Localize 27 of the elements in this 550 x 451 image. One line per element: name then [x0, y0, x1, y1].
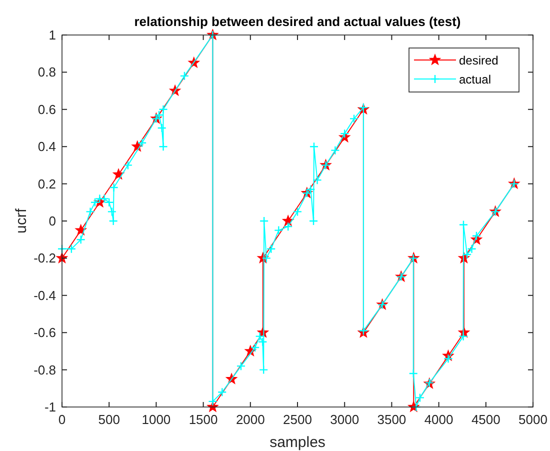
y-tick-label: -0.2 [34, 250, 56, 266]
y-tick-label: -0.6 [34, 325, 56, 340]
x-tick-label: 3000 [330, 412, 360, 427]
x-tick-label: 1000 [142, 412, 171, 427]
x-axis-title: samples [270, 434, 326, 451]
x-tick-label: 4500 [471, 412, 500, 427]
x-tick-label: 5000 [518, 412, 548, 427]
x-tick-label: 2000 [236, 412, 265, 427]
legend-label: actual [459, 72, 492, 86]
y-tick-label: 0.2 [38, 176, 56, 192]
x-tick-label: 4000 [424, 412, 454, 427]
x-tick-label: 0 [58, 412, 66, 427]
y-tick-label: -0.4 [34, 288, 56, 303]
y-tick-label: -0.8 [34, 362, 56, 378]
legend-label: desired [459, 54, 498, 68]
y-axis-title: ucrf [13, 208, 30, 234]
y-tick-label: -1 [44, 400, 56, 414]
x-tick-label: 500 [98, 412, 120, 427]
y-tick-label: 0.4 [38, 139, 56, 154]
x-tick-label: 1500 [188, 412, 218, 427]
y-tick-label: 0 [48, 214, 56, 228]
chart-title: relationship between desired and actual values (test) [134, 14, 461, 29]
y-tick-label: 0.6 [38, 102, 56, 117]
y-tick-label: 1 [48, 28, 56, 42]
x-tick-label: 2500 [283, 412, 312, 427]
x-tick-label: 3500 [377, 412, 406, 427]
y-tick-label: 0.8 [38, 64, 56, 80]
